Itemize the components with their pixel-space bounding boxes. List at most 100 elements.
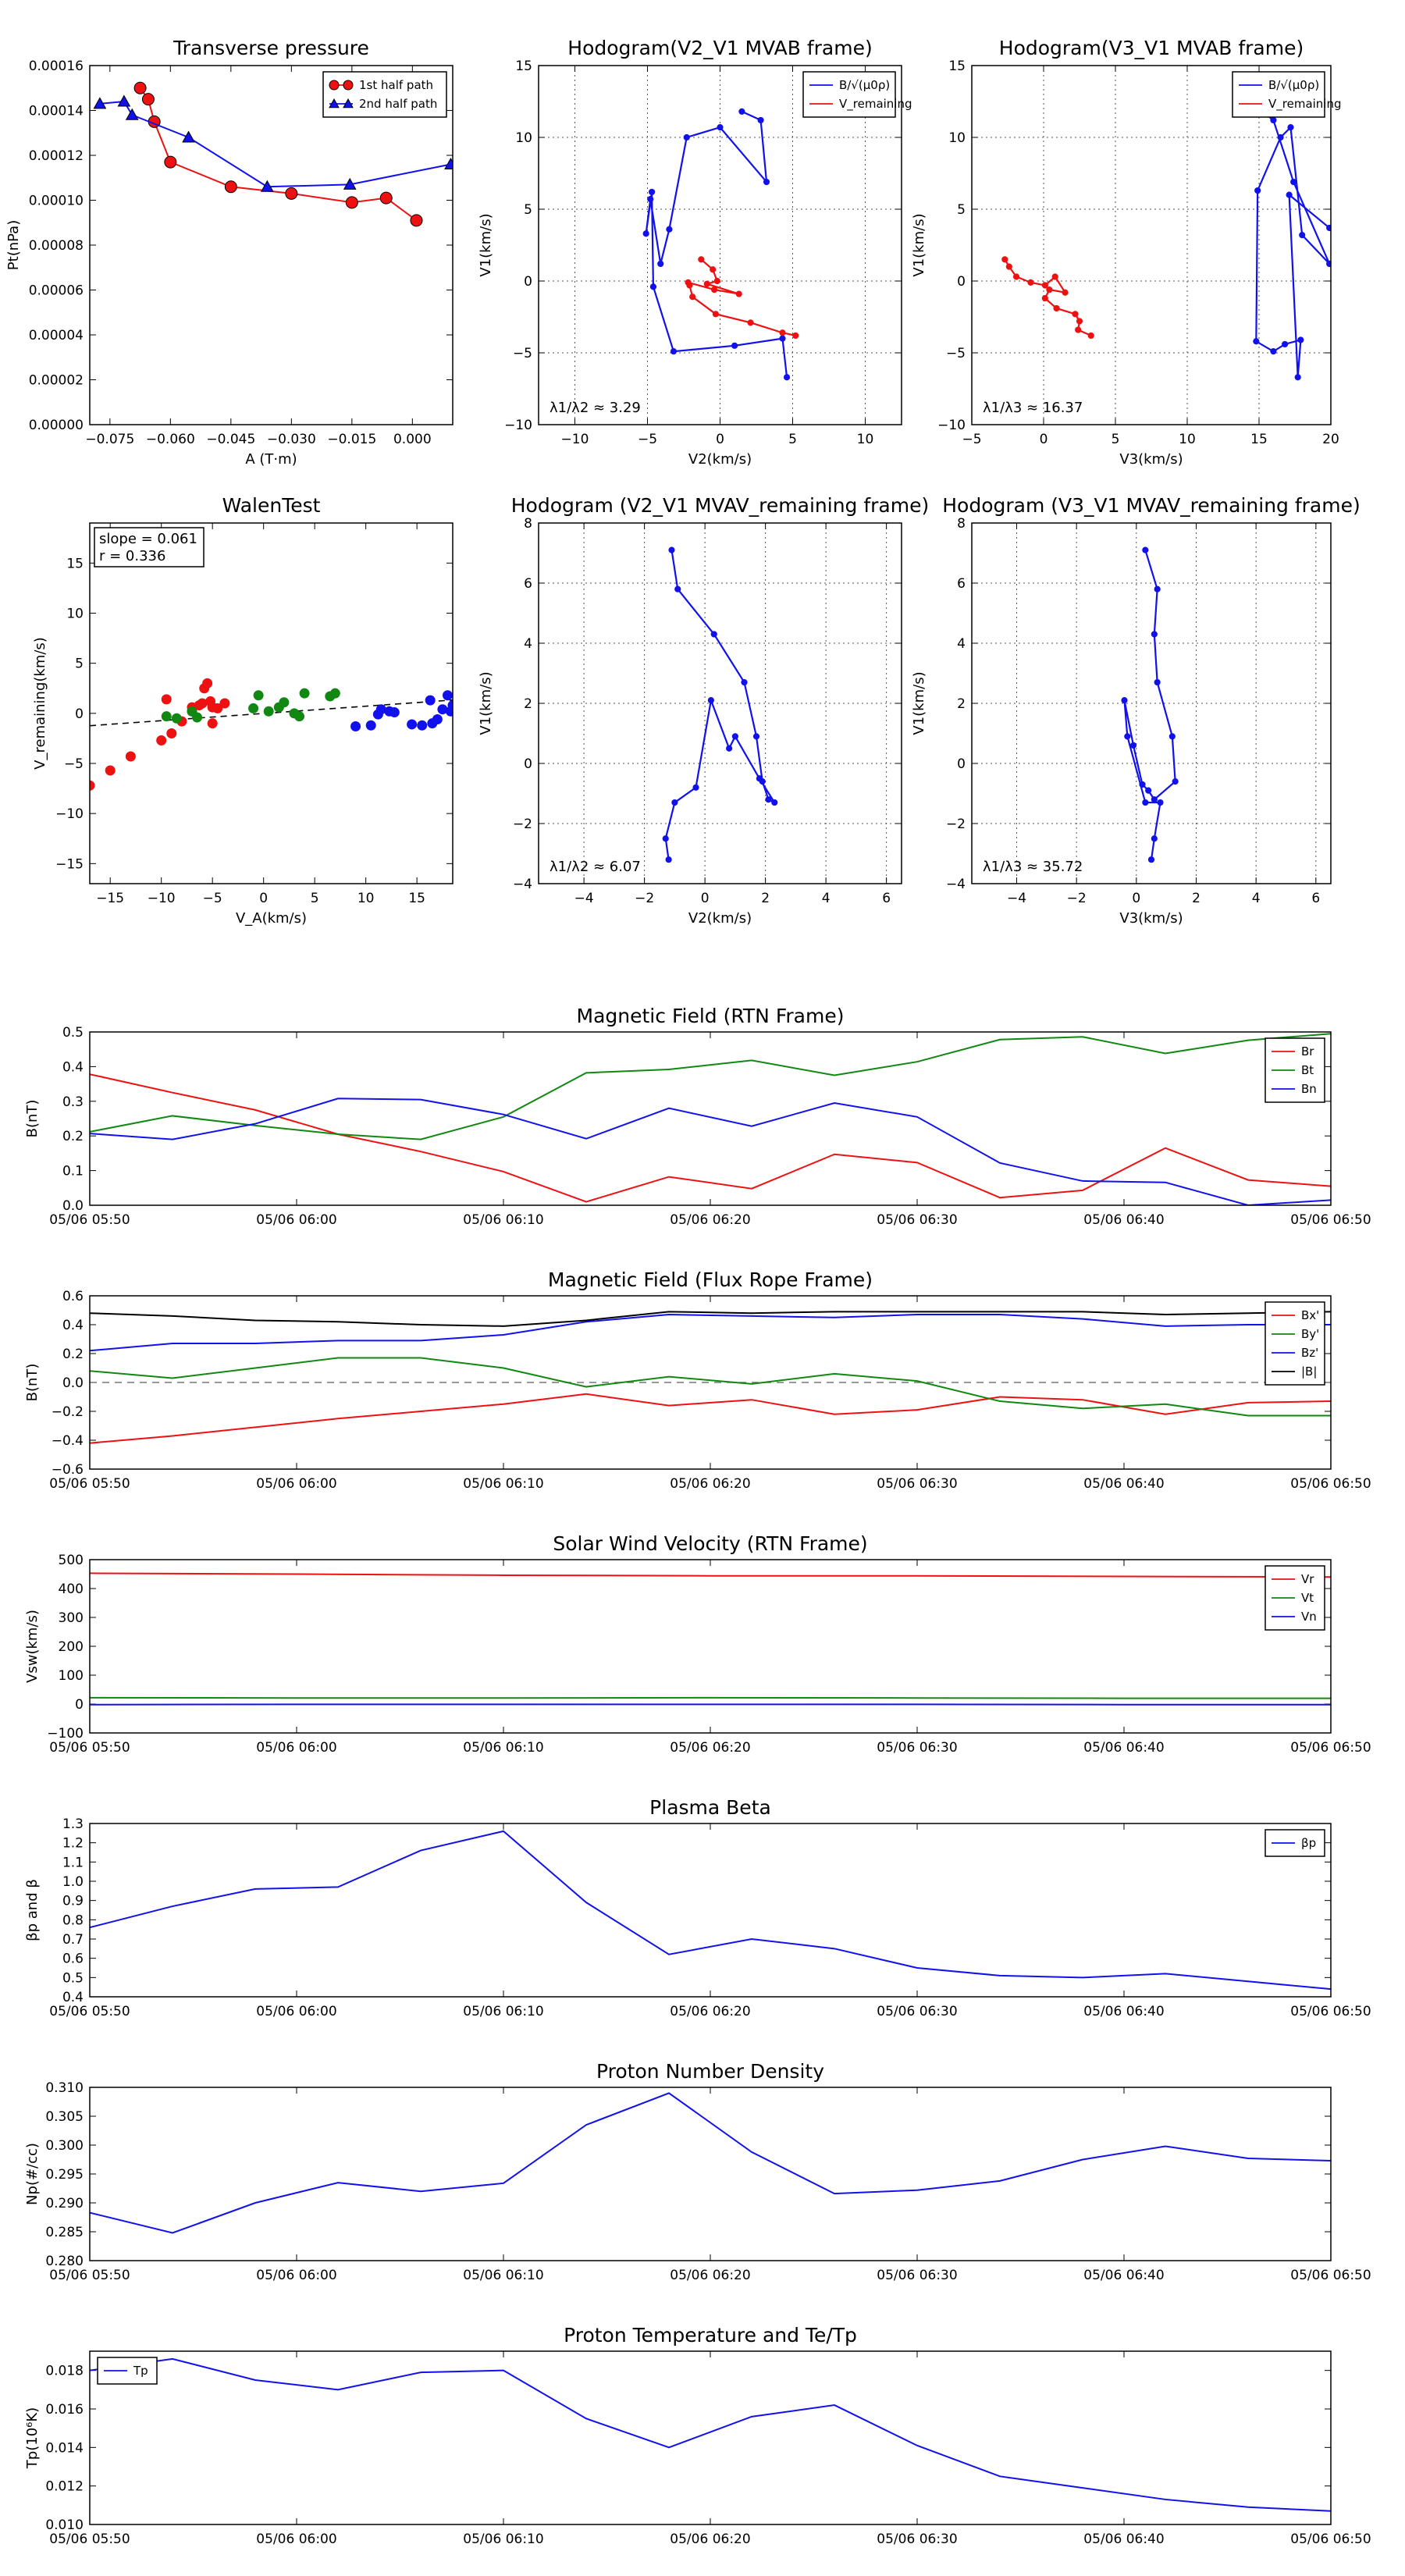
y-tick-label: 0.00008 (29, 238, 84, 254)
data-point (1154, 678, 1161, 686)
y-tick-label: 0.5 (62, 1970, 84, 1986)
y-tick-label: 0.4 (62, 1059, 84, 1075)
x-tick-label: 05/06 06:20 (670, 1740, 750, 1756)
plot-frame (89, 522, 454, 884)
x-tick-label: 05/06 06:20 (670, 2004, 750, 2019)
x-axis-label: V3(km/s) (1119, 451, 1183, 468)
data-point (1253, 338, 1260, 345)
x-tick-label: −10 (148, 891, 176, 906)
x-tick-label: 05/06 06:40 (1083, 2004, 1164, 2019)
series-line (1123, 550, 1176, 860)
x-tick-label: 05/06 06:10 (463, 1212, 543, 1228)
y-tick-label: 0 (75, 1697, 84, 1713)
data-point (1051, 273, 1058, 280)
plot-area (90, 2092, 1331, 2234)
legend-entry: V_remaining (839, 97, 912, 112)
x-tick-label: −5 (638, 432, 657, 447)
data-point (747, 319, 754, 326)
data-point (712, 311, 720, 318)
y-tick-label: 0.285 (45, 2225, 84, 2240)
plot-area (1001, 108, 1331, 381)
legend-entry: Vt (1301, 1591, 1314, 1605)
x-tick-label: 2 (761, 891, 770, 906)
series-line (90, 1314, 1331, 1352)
y-tick-label: 0.00010 (29, 194, 84, 209)
chart-title: Magnetic Field (RTN Frame) (577, 1005, 845, 1027)
data-point (707, 697, 714, 704)
data-point (161, 694, 172, 705)
x-tick-label: 05/06 06:30 (877, 2004, 957, 2019)
data-point (1046, 286, 1053, 294)
y-tick-label: 5 (957, 202, 966, 218)
legend-marker (343, 80, 354, 91)
panel-hodogram-v2v1-mvab: −10 −5 0 5 10 −10 −5 0 5 10 15 Hodogram(V2_V1 MVAB … (478, 37, 912, 468)
plot-area (93, 81, 453, 227)
data-point (285, 187, 298, 200)
x-tick-label: −0.015 (327, 432, 376, 447)
data-point (1168, 733, 1176, 740)
y-tick-label: 15 (948, 59, 966, 74)
legend-marker (343, 98, 354, 109)
data-point (1151, 796, 1158, 803)
data-point (1062, 289, 1069, 296)
plot-area (90, 1830, 1331, 1991)
plot-area (1121, 546, 1179, 863)
y-tick-label: 300 (59, 1610, 84, 1626)
series-line (645, 110, 788, 378)
data-point (783, 374, 791, 381)
x-tick-label: 05/06 06:00 (256, 1740, 336, 1756)
chart-title: Solar Wind Velocity (RTN Frame) (553, 1532, 867, 1555)
x-tick-label: 05/06 05:50 (49, 2268, 130, 2283)
y-tick-label: 0.7 (62, 1932, 84, 1948)
y-tick-label: 0.016 (45, 2402, 84, 2418)
y-tick-label: 100 (59, 1668, 84, 1684)
data-point (689, 294, 696, 301)
data-point (194, 700, 205, 711)
data-point (263, 706, 274, 717)
fit-line (90, 699, 453, 727)
legend-box (1232, 71, 1325, 118)
data-point (731, 342, 738, 349)
plot-frame (89, 2350, 1332, 2525)
data-point (1297, 336, 1304, 343)
data-point (698, 256, 705, 263)
data-point (765, 796, 772, 803)
y-tick-label: 1.0 (62, 1874, 84, 1890)
y-tick-label: 0.6 (62, 1952, 84, 1967)
y-tick-label: −15 (55, 856, 84, 872)
y-tick-label: 10 (948, 130, 966, 146)
y-axis-label: V1(km/s) (478, 213, 494, 276)
y-tick-label: 0.00004 (29, 328, 84, 343)
legend-entry: Br (1301, 1044, 1314, 1059)
data-point (444, 157, 453, 169)
x-tick-label: 05/06 06:10 (463, 1476, 543, 1492)
y-tick-label: 15 (515, 59, 532, 74)
y-tick-label: −5 (513, 346, 532, 361)
plot-area (90, 1033, 1331, 1205)
y-axis-label: V1(km/s) (911, 213, 927, 276)
data-point (445, 706, 453, 717)
panel-transverse-pressure: −0.075 −0.060 −0.045 −0.030 −0.015 0.000 0.000… (5, 37, 454, 468)
data-point (1294, 374, 1301, 381)
data-point (1142, 546, 1149, 553)
plot-frame (538, 65, 902, 425)
series-line (664, 550, 777, 860)
data-point (647, 196, 654, 203)
y-tick-label: 10 (515, 130, 532, 146)
y-tick-label: 0.00002 (29, 373, 84, 389)
data-point (1053, 304, 1060, 312)
data-point (350, 721, 361, 732)
x-tick-label: 05/06 06:30 (877, 2532, 957, 2547)
y-tick-label: −10 (504, 418, 532, 433)
data-point (1147, 856, 1155, 863)
data-point (1121, 697, 1128, 704)
y-tick-label: 0.018 (45, 2364, 84, 2379)
data-point (771, 799, 778, 806)
eigenvalue-ratio: λ1/λ2 ≈ 6.07 (550, 859, 641, 875)
data-point (343, 177, 357, 190)
y-tick-label: 1.2 (62, 1836, 84, 1852)
data-point (670, 348, 678, 355)
legend: Tp (97, 2357, 158, 2385)
